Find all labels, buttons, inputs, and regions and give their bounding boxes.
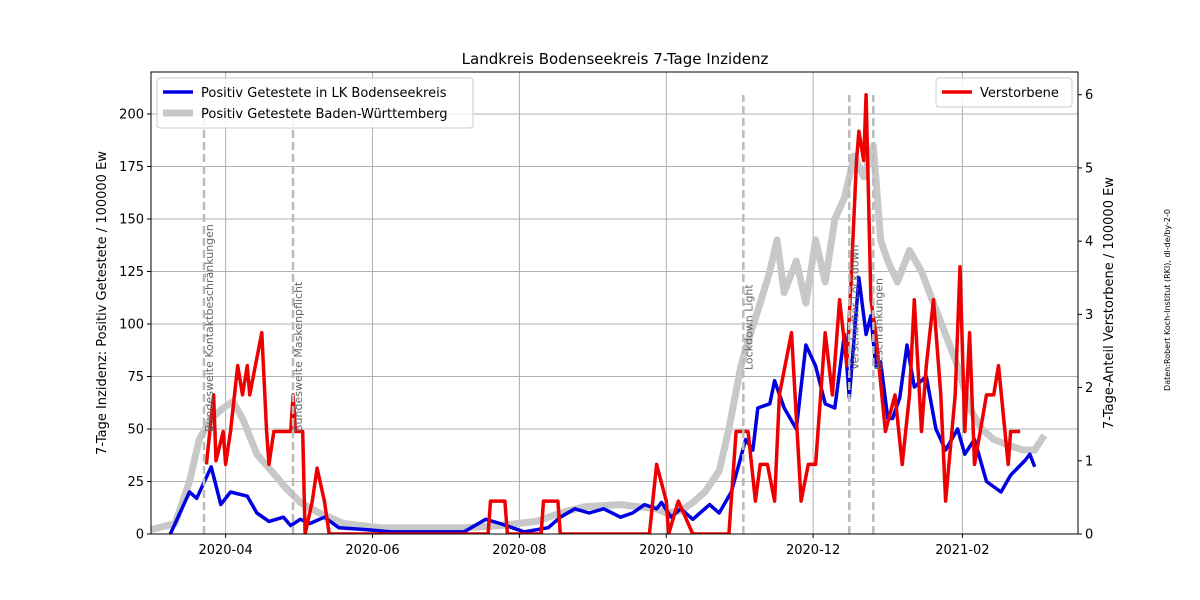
legend-label: Verstorbene — [980, 86, 1059, 101]
annotation-label: Beschränkungen — [872, 278, 885, 370]
source-note: Daten:Robert Koch-Institut (RKI), dl-de/… — [1163, 209, 1172, 391]
legend-box — [156, 77, 474, 129]
y-tick-label: 25 — [127, 475, 144, 490]
x-tick-label: 2020-06 — [345, 543, 399, 558]
y-tick-label: 175 — [119, 160, 144, 175]
y2-tick-label: 4 — [1085, 235, 1093, 250]
series-line — [168, 276, 1037, 534]
y-tick-label: 100 — [119, 318, 144, 333]
y-axis-label: 7-Tage Inzidenz: Positiv Getestete / 100… — [95, 151, 110, 455]
y2-axis-label: 7-Tage-Anteil Verstorbene / 100000 Ew — [1102, 177, 1117, 429]
legend-box — [935, 77, 1073, 108]
annotation-label: Lockdown Light — [742, 284, 755, 370]
y-tick-label: 125 — [119, 265, 144, 280]
x-tick-label: 2020-08 — [492, 543, 546, 558]
y-tick-label: 50 — [127, 423, 144, 438]
x-tick-label: 2021-02 — [935, 543, 989, 558]
legend-label: Positiv Getestete in LK Bodenseekreis — [201, 86, 447, 101]
y-tick-label: 75 — [127, 370, 144, 385]
annotation-label: Bundesweite Maskenpflicht — [292, 281, 305, 432]
y2-tick-label: 0 — [1085, 528, 1093, 543]
y-tick-label: 200 — [119, 108, 144, 123]
chart-title: Landkreis Bodenseekreis 7-Tage Inzidenz — [462, 50, 769, 68]
x-tick-label: 2020-04 — [198, 543, 252, 558]
y-tick-label: 0 — [136, 528, 144, 543]
series-line — [204, 92, 1021, 534]
annotation-label: Verschärfter Lockdown — [848, 244, 861, 370]
plot-frame — [150, 71, 1079, 535]
x-tick-label: 2020-10 — [639, 543, 693, 558]
y2-tick-label: 6 — [1085, 88, 1093, 103]
y2-tick-label: 2 — [1085, 381, 1093, 396]
annotation-label: Bundesweite Kontaktbeschränkungen — [203, 224, 216, 432]
x-tick-label: 2020-12 — [786, 543, 840, 558]
y2-tick-label: 3 — [1085, 308, 1093, 323]
y2-tick-label: 1 — [1085, 454, 1093, 469]
legend-label: Positiv Getestete Baden-Württemberg — [201, 107, 448, 122]
y2-tick-label: 5 — [1085, 161, 1093, 176]
y-tick-label: 150 — [119, 213, 144, 228]
